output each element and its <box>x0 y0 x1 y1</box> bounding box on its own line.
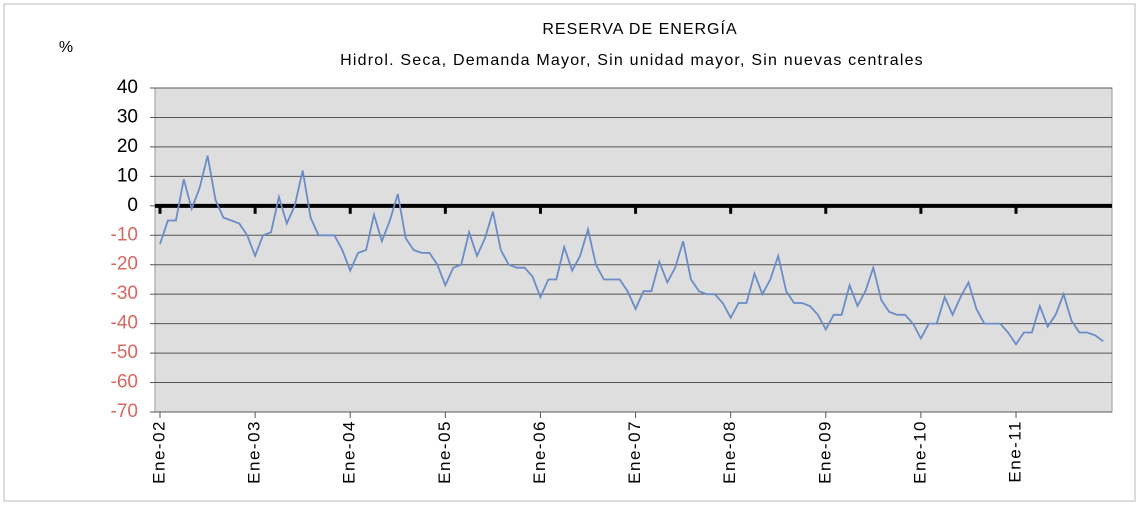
plot-area <box>154 87 1113 413</box>
x-tick-label: Ene-10 <box>910 420 929 484</box>
x-tick-label: Ene-08 <box>720 420 739 484</box>
data-line <box>159 155 1104 346</box>
x-tick-label: Ene-04 <box>340 420 359 484</box>
chart-title: RESERVA DE ENERGÍA <box>542 19 737 38</box>
y-tick-label: -40 <box>111 313 138 334</box>
chart-subtitle: Hidrol. Seca, Demanda Mayor, Sin unidad … <box>340 52 924 69</box>
x-tick-label: Ene-02 <box>149 420 168 484</box>
x-tick-label: Ene-05 <box>435 420 454 484</box>
y-tick-label: -50 <box>111 342 138 363</box>
x-tick-label: Ene-09 <box>815 420 834 484</box>
x-tick-label: Ene-06 <box>530 420 549 484</box>
y-tick-label: 0 <box>127 195 138 216</box>
x-tick-label: Ene-03 <box>245 420 264 484</box>
y-tick-label: 40 <box>117 77 138 98</box>
y-tick-label: 20 <box>117 136 138 157</box>
y-tick-label: -30 <box>111 283 138 304</box>
y-tick-label: -10 <box>111 224 138 245</box>
y-tick-label: 10 <box>117 165 138 186</box>
y-axis-label: % <box>59 39 73 56</box>
x-tick-label: Ene-07 <box>625 420 644 484</box>
x-tick-label: Ene-11 <box>1005 420 1024 483</box>
y-tick-label: -70 <box>111 401 138 422</box>
y-tick-label: 30 <box>117 106 138 127</box>
y-tick-label: -20 <box>111 254 138 275</box>
y-tick-label: -60 <box>111 372 138 393</box>
